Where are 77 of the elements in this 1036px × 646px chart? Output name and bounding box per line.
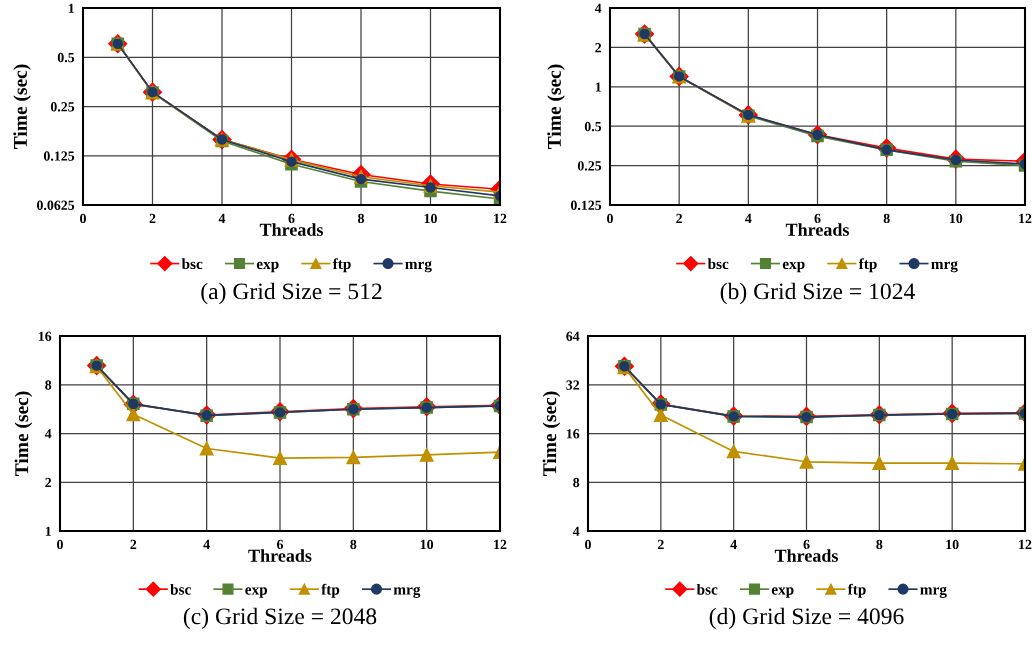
x-axis-title: Threads bbox=[785, 223, 849, 236]
x-tick-label: 2 bbox=[676, 213, 683, 223]
y-tick-label: 8 bbox=[573, 477, 580, 488]
x-tick-label: 12 bbox=[494, 539, 507, 549]
y-tick-label: 16 bbox=[566, 429, 580, 439]
legend-label: exp bbox=[771, 587, 794, 598]
x-tick-label: 10 bbox=[424, 213, 437, 224]
y-tick-label: 1 bbox=[595, 82, 601, 92]
x-tick-label: 8 bbox=[883, 213, 890, 224]
y-axis-title: Time (sec) bbox=[14, 391, 33, 476]
x-tick-label: 2 bbox=[130, 539, 137, 549]
legend-label: mrg bbox=[920, 586, 947, 598]
x-tick-label: 4 bbox=[730, 539, 737, 549]
x-tick-label: 6 bbox=[277, 539, 284, 550]
x-axis-title: Threads bbox=[774, 549, 838, 562]
y-tick-label: 2 bbox=[595, 43, 602, 53]
x-tick-label: 8 bbox=[876, 539, 883, 550]
x-axis-title: Threads bbox=[248, 549, 312, 562]
y-tick-label: 1 bbox=[45, 526, 51, 536]
x-tick-label: 10 bbox=[420, 539, 434, 550]
x-tick-label: 4 bbox=[203, 539, 210, 549]
legend-label: exp bbox=[782, 261, 805, 273]
x-tick-label: 2 bbox=[657, 539, 664, 549]
x-tick-label: 10 bbox=[946, 539, 959, 550]
y-tick-label: 4 bbox=[44, 429, 52, 439]
y-tick-label: 4 bbox=[594, 3, 602, 13]
x-tick-label: 2 bbox=[149, 213, 156, 223]
legend-label: ftp bbox=[321, 583, 340, 598]
y-tick-label: 64 bbox=[566, 331, 580, 341]
legend-label: exp bbox=[256, 261, 279, 273]
x-axis-title: Threads bbox=[259, 223, 323, 236]
legend-label: mrg bbox=[393, 586, 421, 598]
legend-label: mrg bbox=[931, 261, 958, 273]
y-tick-label: 32 bbox=[566, 380, 580, 390]
y-tick-label: 0.125 bbox=[43, 151, 75, 161]
text: (d) Grid Size = 4096 bbox=[709, 607, 904, 630]
x-tick-label: 6 bbox=[814, 213, 821, 224]
legend-label: ftp bbox=[332, 258, 351, 273]
y-tick-label: 0.25 bbox=[577, 161, 602, 171]
legend-label: bsc bbox=[707, 258, 729, 270]
text: (c) Grid Size = 2048 bbox=[183, 607, 377, 630]
x-tick-label: 0 bbox=[80, 213, 86, 224]
x-tick-label: 6 bbox=[803, 539, 810, 550]
x-tick-label: 4 bbox=[218, 213, 226, 223]
y-tick-label: 0.25 bbox=[50, 102, 75, 112]
x-tick-label: 0 bbox=[57, 539, 63, 550]
legend-label: bsc bbox=[181, 258, 203, 270]
y-tick-label: 16 bbox=[38, 331, 52, 341]
legend-label: ftp bbox=[858, 258, 877, 273]
x-tick-label: 12 bbox=[1019, 213, 1032, 223]
y-tick-label: 0.0625 bbox=[37, 200, 75, 211]
legend-label: bsc bbox=[696, 583, 718, 595]
x-tick-label: 8 bbox=[350, 539, 357, 550]
x-tick-label: 10 bbox=[950, 213, 963, 224]
y-tick-label: 1 bbox=[68, 3, 74, 13]
y-tick-label: 2 bbox=[45, 477, 52, 488]
x-tick-label: 6 bbox=[288, 213, 295, 224]
x-tick-label: 0 bbox=[607, 213, 613, 224]
x-tick-label: 12 bbox=[494, 213, 507, 223]
x-tick-label: 4 bbox=[745, 213, 752, 223]
text: (a) Grid Size = 512 bbox=[201, 282, 382, 305]
x-tick-label: 12 bbox=[1019, 539, 1032, 549]
y-tick-label: 0.5 bbox=[584, 121, 602, 132]
legend-label: mrg bbox=[405, 261, 432, 273]
legend-label: bsc bbox=[170, 583, 191, 595]
y-tick-label: 0.125 bbox=[570, 200, 602, 211]
x-tick-label: 0 bbox=[585, 539, 591, 550]
x-tick-label: 8 bbox=[357, 213, 365, 224]
y-axis-title: Time (sec) bbox=[542, 391, 561, 476]
y-tick-label: 8 bbox=[45, 380, 52, 390]
y-tick-label: 0.5 bbox=[57, 52, 75, 63]
legend-label: ftp bbox=[847, 583, 866, 598]
text: (b) Grid Size = 1024 bbox=[720, 282, 915, 305]
y-axis-title: Time (sec) bbox=[13, 64, 31, 149]
y-tick-label: 4 bbox=[572, 526, 580, 536]
y-axis-title: Time (sec) bbox=[547, 64, 565, 149]
legend-label: exp bbox=[245, 587, 268, 598]
